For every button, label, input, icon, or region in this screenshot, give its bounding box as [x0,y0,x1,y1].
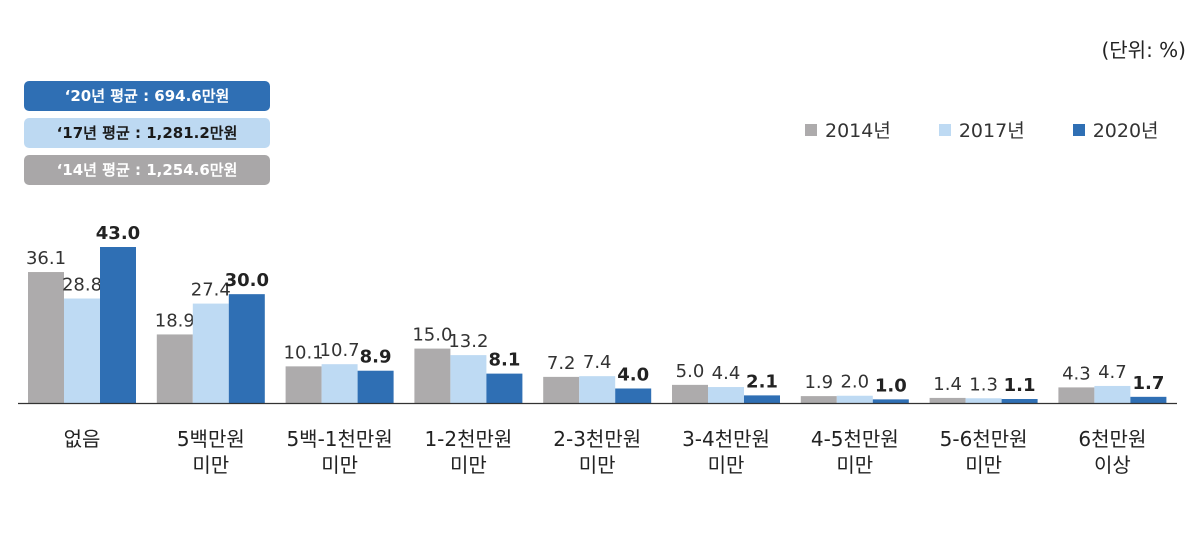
category-label: 4-5천만원 [811,427,899,451]
data-label: 1.1 [1004,375,1036,396]
data-label: 1.7 [1132,373,1164,394]
bar-0-1 [156,334,193,403]
data-label: 4.3 [1062,363,1091,384]
legend-swatch-2017 [938,123,951,136]
data-label: 1.3 [969,374,998,395]
average-badge-2020: ‘20년 평균 : 694.6만원 [24,81,270,111]
category-label: 2-3천만원 [553,427,641,451]
category-label: 이상 [1094,453,1131,477]
data-label: 8.9 [360,347,392,368]
data-label: 2.1 [746,371,778,392]
data-label: 4.4 [712,363,741,384]
bar-0-7 [929,397,966,403]
legend-item-2014: 2014년 [805,116,891,143]
bar-2-4 [615,388,652,403]
bar-1-1 [192,303,229,403]
category-label: 미만 [836,453,873,477]
average-badge-2014: ‘14년 평균 : 1,254.6만원 [24,155,270,185]
bar-1-3 [450,355,487,403]
data-label: 28.8 [62,275,102,296]
bar-2-8 [1130,396,1167,403]
bar-2-0 [100,247,136,403]
bar-1-6 [836,395,873,403]
bar-1-2 [321,364,358,403]
data-label: 10.7 [320,340,360,361]
data-label: 13.2 [448,331,488,352]
category-label: 미만 [579,453,616,477]
category-label: 미만 [192,453,229,477]
bar-1-4 [579,376,616,403]
data-label: 15.0 [412,325,452,346]
bar-0-5 [672,384,708,403]
chart-legend: 2014년 2017년 2020년 [805,116,1159,143]
category-label: 5-6천만원 [940,427,1028,451]
category-label: 미만 [450,453,487,477]
bar-1-5 [708,387,744,403]
bar-0-6 [800,396,837,403]
average-badge-2017: ‘17년 평균 : 1,281.2만원 [24,118,270,148]
legend-label-2014: 2014년 [825,120,891,142]
bar-0-0 [28,272,64,403]
data-label: 7.2 [547,353,576,374]
category-label: 없음 [64,427,101,451]
bar-0-2 [285,366,322,403]
bar-2-6 [872,399,909,403]
data-label: 7.4 [583,352,612,373]
legend-item-2020: 2020년 [1072,116,1159,143]
category-label: 미만 [708,453,745,477]
legend-label-2017: 2017년 [958,120,1025,142]
bar-1-7 [965,398,1002,403]
legend-swatch-2014 [805,123,817,136]
bar-1-8 [1094,385,1131,403]
bar-0-3 [414,348,451,403]
data-label: 30.0 [225,270,269,291]
category-label: 5백만원 [177,427,245,451]
bar-1-0 [64,298,100,403]
category-label: 5백-1천만원 [286,427,392,451]
category-label: 미만 [321,453,358,477]
data-label: 4.7 [1098,362,1127,383]
bar-2-7 [1001,399,1038,403]
data-label: 1.9 [804,372,833,393]
bar-2-3 [486,373,523,403]
data-label: 1.4 [933,374,962,395]
bar-2-1 [228,294,265,403]
data-label: 10.1 [284,342,324,363]
data-label: 2.0 [840,372,869,393]
category-label: 3-4천만원 [682,427,770,451]
legend-swatch-2020 [1072,123,1085,136]
category-label: 6천만원 [1078,427,1146,451]
data-label: 4.0 [617,364,649,385]
bar-0-8 [1058,387,1095,403]
data-label: 8.1 [488,350,520,371]
bar-2-2 [357,370,394,403]
bar-2-5 [744,395,780,403]
unit-label: (단위: %) [1101,38,1186,62]
category-label: 미만 [965,453,1002,477]
data-label: 5.0 [676,361,705,382]
legend-label-2020: 2020년 [1092,120,1159,142]
data-label: 36.1 [26,248,66,269]
data-label: 27.4 [191,280,231,301]
bar-0-4 [543,376,580,403]
category-label: 1-2천만원 [424,427,512,451]
data-label: 43.0 [96,223,140,244]
legend-item-2017: 2017년 [938,116,1025,143]
data-label: 1.0 [875,375,907,396]
data-label: 18.9 [155,310,195,331]
